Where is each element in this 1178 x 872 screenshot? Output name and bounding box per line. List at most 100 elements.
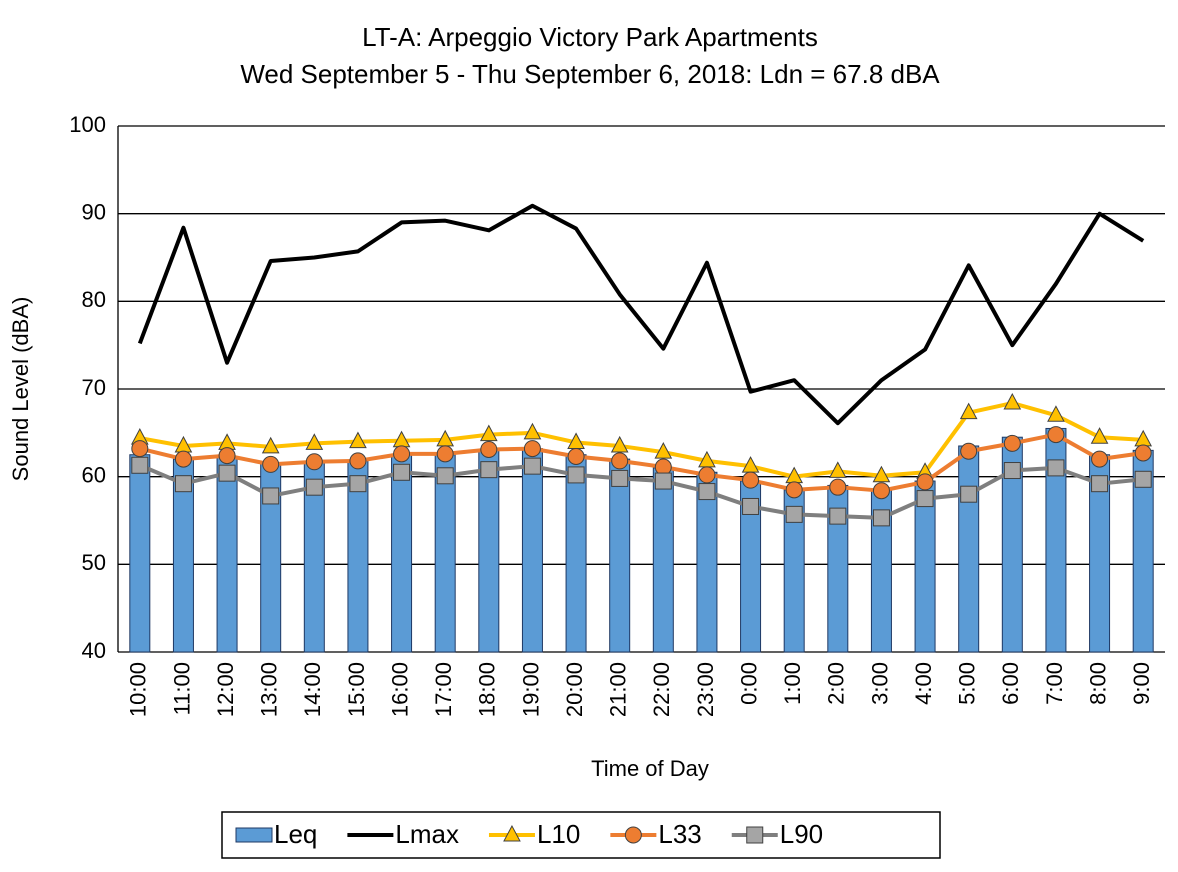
chart-subtitle: Wed September 5 - Thu September 6, 2018:…: [240, 59, 940, 89]
x-tick-label: 21:00: [606, 662, 631, 717]
x-tick-label: 0:00: [736, 662, 761, 705]
point: [436, 445, 454, 463]
point: [1047, 426, 1065, 444]
point: [1003, 392, 1022, 410]
x-axis-label: Time of Day: [591, 756, 709, 781]
y-axis-label: Sound Level (dBA): [8, 297, 33, 482]
point: [1134, 470, 1152, 488]
point: [393, 445, 411, 463]
chart-title: LT-A: Arpeggio Victory Park Apartments: [362, 22, 818, 52]
point: [829, 507, 847, 525]
x-tick-label: 14:00: [300, 662, 325, 717]
x-tick-label: 11:00: [169, 662, 194, 715]
point: [959, 402, 978, 420]
y-tick-label: 40: [82, 638, 106, 663]
legend-label: Leq: [274, 819, 317, 849]
point: [828, 461, 847, 478]
x-tick-label: 5:00: [955, 662, 980, 705]
x-tick-label: 20:00: [562, 662, 587, 717]
x-tick-label: 16:00: [387, 662, 412, 717]
point: [523, 457, 541, 475]
bar: [391, 454, 413, 653]
x-tick-label: 2:00: [824, 662, 849, 705]
x-tick-label: 7:00: [1042, 662, 1067, 705]
point: [698, 483, 716, 501]
point: [916, 490, 934, 508]
line: [139, 463, 1144, 520]
point: [479, 424, 498, 442]
x-tick-label: 8:00: [1085, 662, 1110, 705]
point: [872, 465, 891, 483]
legend-label: L33: [658, 819, 701, 849]
point: [436, 467, 454, 485]
legend-marker: [624, 826, 642, 844]
y-tick-label: 80: [82, 287, 106, 312]
legend-label: Lmax: [395, 819, 459, 849]
line: [137, 203, 1145, 426]
legend-swatch: [235, 827, 273, 843]
x-tick-label: 6:00: [998, 662, 1023, 705]
legend-box: [221, 811, 941, 859]
x-tick-label: 9:00: [1129, 662, 1154, 705]
point: [1047, 405, 1065, 422]
point: [872, 509, 890, 527]
point: [174, 450, 192, 468]
x-tick-label: 13:00: [257, 662, 282, 717]
x-tick-label: 10:00: [126, 662, 151, 717]
x-tick-label: 17:00: [431, 662, 456, 717]
point: [698, 466, 716, 484]
point: [218, 447, 236, 465]
bar: [434, 454, 456, 653]
point: [654, 472, 672, 490]
point: [480, 440, 498, 458]
bar: [478, 449, 500, 653]
y-tick-label: 50: [82, 550, 106, 575]
point: [1003, 462, 1021, 480]
point: [1091, 450, 1109, 468]
point: [262, 455, 280, 473]
point: [261, 436, 280, 454]
bar: [216, 456, 238, 653]
point: [654, 442, 673, 459]
point: [742, 497, 760, 515]
point: [305, 433, 324, 450]
point: [611, 452, 629, 470]
x-tick-label: 22:00: [649, 662, 674, 717]
x-tick-label: 23:00: [693, 662, 718, 717]
point: [567, 448, 585, 466]
bar: [521, 448, 543, 653]
point: [960, 485, 978, 503]
point: [174, 475, 192, 493]
point: [742, 471, 760, 489]
point: [1047, 459, 1065, 477]
point: [960, 442, 978, 460]
point: [567, 466, 585, 484]
x-tick-label: 3:00: [867, 662, 892, 705]
point: [1134, 444, 1152, 462]
point: [262, 487, 280, 505]
bar: [652, 467, 674, 653]
legend-marker: [746, 826, 764, 844]
legend-marker: [503, 824, 521, 842]
point: [916, 473, 934, 491]
point: [349, 475, 367, 493]
point: [305, 478, 323, 496]
bar: [609, 458, 631, 653]
point: [349, 452, 367, 470]
point: [872, 482, 890, 500]
point: [131, 440, 149, 458]
point: [611, 469, 629, 487]
x-tick-label: 19:00: [518, 662, 543, 717]
y-tick-label: 90: [82, 199, 106, 224]
legend-label: L90: [780, 819, 823, 849]
point: [305, 453, 323, 471]
x-tick-label: 12:00: [213, 662, 238, 717]
point: [349, 431, 367, 449]
point: [1003, 434, 1021, 452]
y-tick-label: 70: [82, 375, 106, 400]
y-tick-label: 100: [69, 112, 106, 137]
bar: [565, 454, 587, 653]
point: [131, 456, 149, 474]
x-tick-label: 4:00: [911, 662, 936, 705]
